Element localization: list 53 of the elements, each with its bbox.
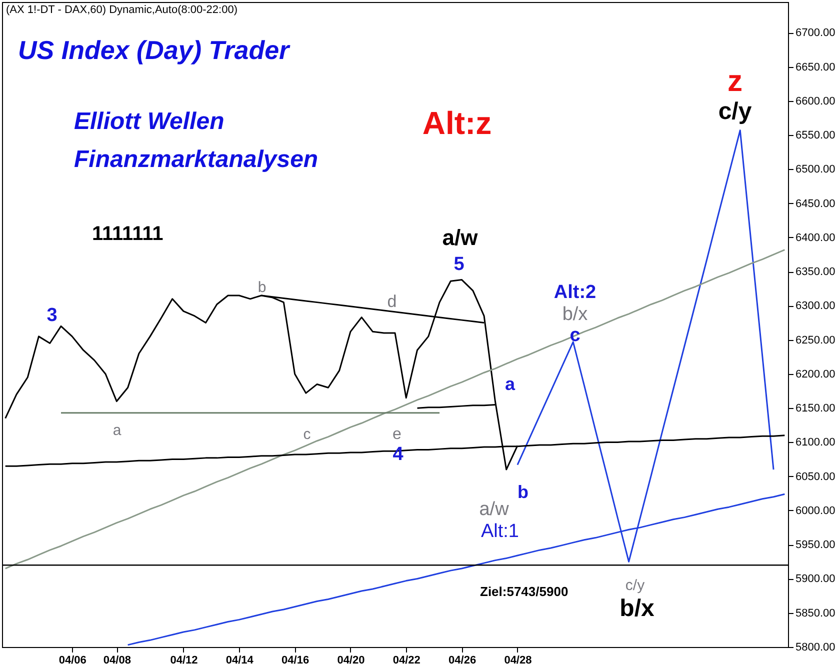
annotation: c bbox=[570, 325, 581, 346]
y-tick-label: 5950.00 bbox=[796, 539, 836, 552]
annotation: a bbox=[504, 374, 516, 394]
y-tick-label: 6300.00 bbox=[796, 300, 836, 312]
annotation: a/w bbox=[479, 499, 510, 520]
y-tick-label: 6000.00 bbox=[796, 504, 836, 517]
y-tick-label: 6600.00 bbox=[796, 95, 836, 108]
y-tick-label: 6350.00 bbox=[796, 266, 836, 278]
x-tick-label: 04/28 bbox=[504, 654, 532, 666]
x-tick-label: 04/16 bbox=[282, 654, 310, 666]
y-tick-label: 6250.00 bbox=[796, 334, 836, 346]
x-tick-label: 04/20 bbox=[337, 654, 365, 666]
annotation: (AX 1!-DT - DAX,60) Dynamic,Auto(8:00-22:00) bbox=[6, 4, 238, 16]
y-tick-label: 6450.00 bbox=[796, 198, 836, 210]
y-tick-label: 5900.00 bbox=[796, 573, 836, 586]
x-tick-label: 04/08 bbox=[103, 654, 131, 666]
text: US Index (Day) Trader bbox=[18, 35, 292, 65]
x-tick-label: 04/06 bbox=[58, 654, 86, 666]
annotation: z bbox=[728, 65, 742, 98]
y-tick-label: 6150.00 bbox=[796, 402, 836, 415]
annotation: b bbox=[258, 279, 266, 296]
y-tick-label: 5800.00 bbox=[796, 642, 836, 654]
annotation: d bbox=[387, 292, 397, 311]
annotation: b bbox=[518, 482, 528, 502]
y-tick-label: 6100.00 bbox=[796, 436, 836, 449]
annotation: 3 bbox=[46, 305, 58, 326]
x-tick-label: 04/14 bbox=[226, 654, 254, 666]
y-tick-label: 6500.00 bbox=[796, 164, 836, 176]
x-tick-label: 04/12 bbox=[170, 654, 198, 666]
y-tick-label: 6550.00 bbox=[796, 130, 836, 142]
annotation: c bbox=[303, 426, 312, 443]
x-tick-label: 04/26 bbox=[448, 654, 476, 666]
annotation: Alt:2 bbox=[554, 282, 596, 303]
annotation: c/y bbox=[718, 98, 752, 125]
annotation: 5 bbox=[454, 254, 465, 275]
annotation: b/x bbox=[620, 595, 655, 622]
x-tick-label: 04/22 bbox=[392, 654, 420, 666]
annotation: a/w bbox=[442, 225, 479, 250]
y-tick-label: 6650.00 bbox=[796, 61, 836, 74]
annotation: Ziel:5743/5900 bbox=[480, 584, 568, 599]
annotation: 1111111 bbox=[92, 223, 164, 245]
y-tick-label: 6700.00 bbox=[796, 27, 836, 40]
annotation: c/y bbox=[625, 577, 646, 594]
annotation: e bbox=[392, 426, 402, 443]
annotation: Alt:1 bbox=[480, 521, 520, 542]
y-tick-label: 6200.00 bbox=[796, 368, 836, 380]
annotation: b/x bbox=[562, 304, 588, 325]
y-tick-label: 6400.00 bbox=[796, 232, 836, 244]
text: Elliott Wellen Finanzmarktanalysen bbox=[74, 108, 318, 173]
y-tick-label: 5850.00 bbox=[796, 607, 836, 620]
annotation: Alt:z bbox=[422, 105, 492, 141]
annotation: a bbox=[112, 422, 122, 439]
y-tick-label: 6050.00 bbox=[796, 470, 836, 483]
